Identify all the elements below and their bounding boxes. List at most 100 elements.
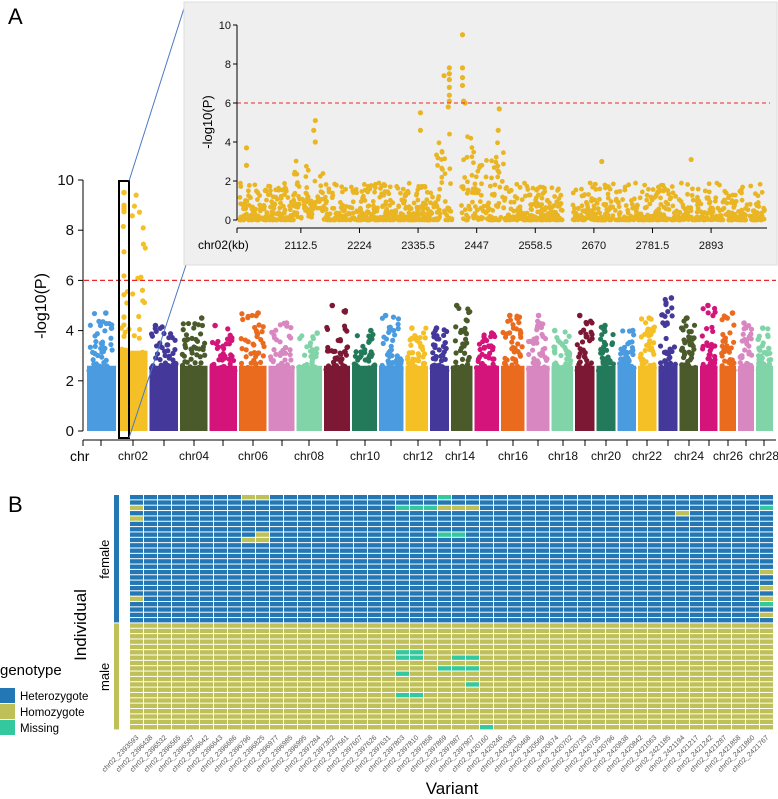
- genotype-cell: [382, 516, 395, 521]
- genotype-cell: [452, 580, 465, 585]
- data-point: [347, 217, 353, 223]
- genotype-cell: [256, 521, 269, 527]
- genotype-cell: [662, 580, 675, 585]
- data-point: [362, 365, 368, 372]
- genotype-cell: [256, 591, 269, 596]
- data-point: [360, 212, 365, 218]
- genotype-cell: [144, 687, 157, 692]
- data-point: [387, 327, 393, 333]
- genotype-cell: [704, 521, 717, 527]
- genotype-cell: [648, 521, 661, 527]
- point-mass: [405, 365, 428, 431]
- genotype-cell: [592, 505, 605, 511]
- genotype-cell: [508, 521, 521, 527]
- data-point: [490, 217, 496, 223]
- data-point: [495, 140, 500, 146]
- genotype-cell: [158, 575, 171, 580]
- genotype-cell: [214, 682, 227, 687]
- genotype-cell: [298, 634, 311, 639]
- genotype-cell: [158, 607, 171, 612]
- genotype-cell: [298, 564, 311, 569]
- genotype-cell: [606, 553, 619, 559]
- data-point: [658, 364, 664, 370]
- data-point: [398, 190, 403, 196]
- data-point: [252, 182, 258, 188]
- data-point: [287, 347, 293, 353]
- genotype-cell: [704, 634, 717, 639]
- genotype-cell: [634, 532, 647, 537]
- data-point: [579, 339, 586, 345]
- genotype-cell: [564, 602, 577, 607]
- genotype-cell: [410, 612, 423, 618]
- genotype-cell: [676, 505, 689, 511]
- data-point: [461, 157, 466, 163]
- genotype-cell: [704, 500, 717, 505]
- genotype-cell: [410, 623, 423, 628]
- genotype-cell: [424, 692, 437, 698]
- data-point: [719, 363, 725, 369]
- genotype-cell: [144, 644, 157, 650]
- data-point: [623, 353, 629, 360]
- data-point: [245, 313, 251, 319]
- genotype-cell: [312, 623, 325, 628]
- genotype-cell: [480, 682, 493, 687]
- genotype-cell: [606, 687, 619, 692]
- genotype-cell: [242, 596, 255, 601]
- genotype-cell: [284, 623, 297, 628]
- genotype-cell: [368, 655, 381, 660]
- genotype-cell: [480, 569, 493, 575]
- data-point: [406, 180, 412, 186]
- data-point: [181, 353, 187, 359]
- point-mass: [352, 365, 377, 431]
- data-point: [424, 197, 430, 203]
- data-point: [598, 367, 605, 374]
- genotype-cell: [606, 564, 619, 569]
- genotype-cell: [606, 682, 619, 687]
- genotype-cell: [466, 644, 479, 650]
- genotype-cell: [662, 623, 675, 628]
- genotype-cell: [298, 500, 311, 505]
- genotype-cell: [200, 623, 213, 628]
- data-point: [668, 365, 675, 371]
- genotype-cell: [620, 559, 633, 564]
- genotype-cell: [522, 698, 535, 703]
- genotype-cell: [200, 505, 213, 511]
- data-point: [567, 360, 573, 367]
- genotype-cell: [410, 687, 423, 692]
- genotype-cell: [424, 671, 437, 676]
- genotype-cell: [214, 602, 227, 607]
- genotype-cell: [242, 532, 255, 537]
- genotype-cell: [172, 650, 185, 655]
- data-point: [685, 217, 691, 222]
- genotype-cell: [466, 537, 479, 543]
- genotype-cell: [242, 676, 255, 682]
- genotype-cell: [228, 660, 241, 666]
- genotype-cell: [312, 527, 325, 532]
- genotype-cell: [508, 607, 521, 612]
- data-point: [592, 197, 598, 203]
- data-point: [463, 217, 469, 223]
- genotype-cell: [564, 698, 577, 703]
- genotype-cell: [746, 671, 759, 676]
- data-point: [688, 328, 694, 335]
- inset-points: [237, 32, 767, 223]
- genotype-cell: [256, 644, 269, 650]
- genotype-cell: [396, 692, 409, 698]
- genotype-cell: [634, 495, 647, 500]
- genotype-cell: [452, 623, 465, 628]
- data-point: [391, 327, 397, 334]
- data-point: [606, 184, 611, 190]
- genotype-cell: [676, 575, 689, 580]
- genotype-cell: [396, 559, 409, 564]
- genotype-cell: [564, 511, 577, 516]
- data-point: [164, 342, 170, 348]
- genotype-cell: [172, 553, 185, 559]
- data-point: [722, 358, 728, 364]
- point-mass: [296, 365, 322, 431]
- data-point: [276, 185, 281, 191]
- genotype-cell: [704, 628, 717, 634]
- genotype-cell: [396, 548, 409, 553]
- genotype-cell: [718, 559, 731, 564]
- genotype-cell: [144, 607, 157, 612]
- genotype-cell: [480, 655, 493, 660]
